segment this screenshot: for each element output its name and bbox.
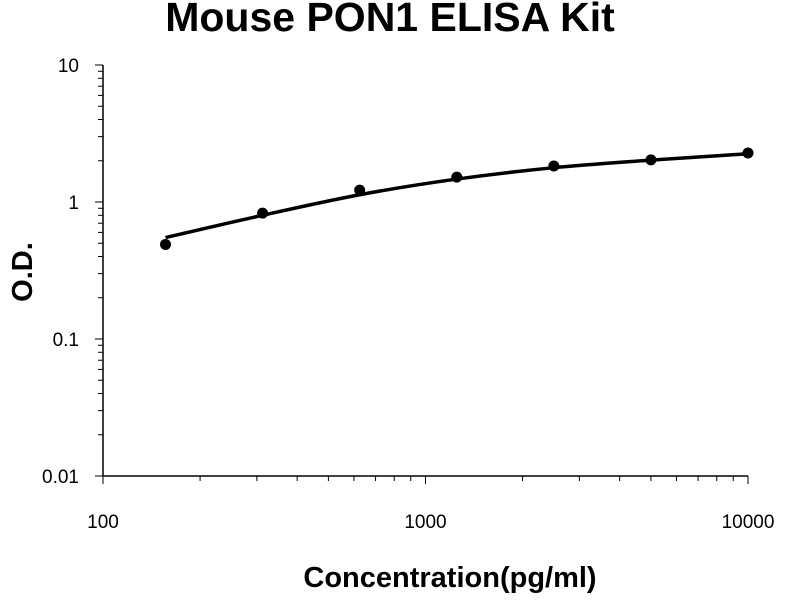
y-tick-label: 1 bbox=[68, 193, 79, 214]
x-tick-label: 100 bbox=[87, 512, 119, 533]
data-point bbox=[548, 160, 560, 172]
data-point bbox=[645, 154, 657, 166]
x-tick-label: 1000 bbox=[404, 512, 446, 533]
x-axis-label: Concentration(pg/ml) bbox=[303, 562, 596, 594]
y-tick-label: 0.01 bbox=[42, 467, 79, 488]
x-tick-label: 10000 bbox=[722, 512, 775, 533]
data-point bbox=[354, 184, 366, 196]
data-point bbox=[257, 207, 269, 219]
y-tick-label: 0.1 bbox=[53, 330, 79, 351]
chart-title: Mouse PON1 ELISA Kit bbox=[165, 0, 615, 40]
y-tick-label: 10 bbox=[58, 56, 79, 77]
data-point bbox=[160, 238, 172, 250]
data-point bbox=[451, 171, 463, 183]
data-point bbox=[742, 147, 754, 159]
y-axis-label: O.D. bbox=[7, 242, 39, 302]
fit-curve bbox=[165, 152, 749, 240]
